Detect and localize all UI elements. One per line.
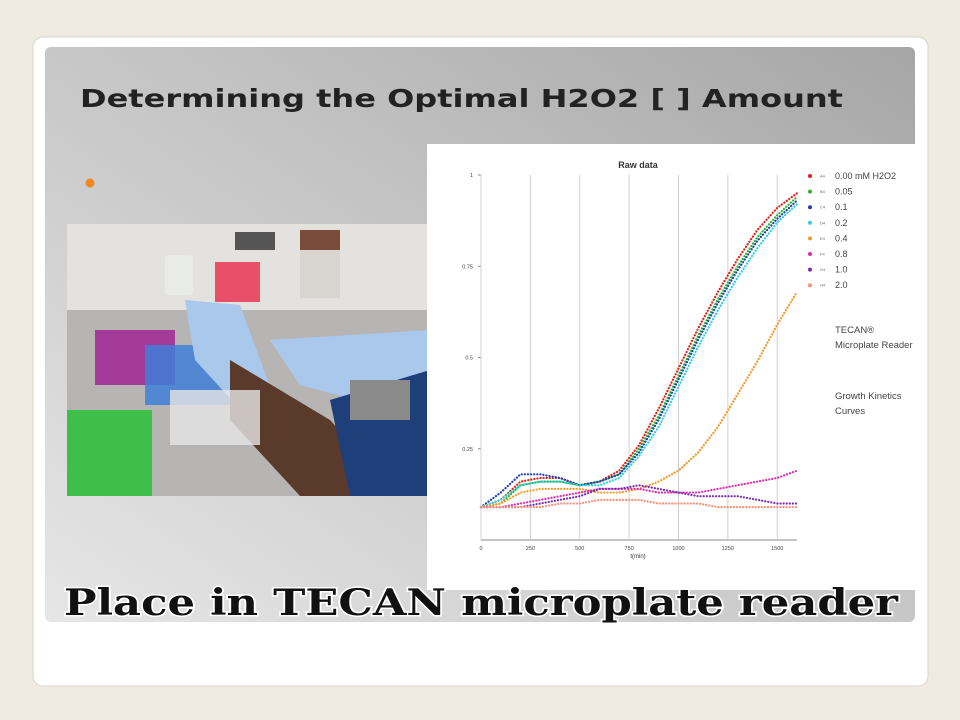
bullet (85, 178, 95, 188)
legend-label: 1.0 (835, 265, 848, 275)
legend-well: D4 (820, 220, 826, 225)
y-tick-label: 0.5 (465, 356, 473, 362)
legend-well: A4 (820, 174, 826, 179)
legend-label: 0.4 (835, 233, 848, 243)
series-line (479, 199, 799, 509)
legend-label: 0.8 (835, 249, 848, 259)
legend-label: 2.0 (835, 280, 848, 290)
lab-photo (67, 224, 430, 496)
chart-background (427, 144, 915, 590)
legend-well: F4 (820, 252, 825, 257)
x-axis-label: t(min) (630, 554, 645, 560)
x-tick-label: 1500 (771, 546, 783, 552)
legend-marker (808, 220, 812, 225)
legend-marker (808, 174, 812, 178)
y-tick-label: 0.25 (462, 447, 473, 453)
x-tick-label: 750 (625, 546, 634, 552)
series-line (479, 469, 799, 509)
series-line (479, 290, 799, 509)
chart-title: Raw data (618, 160, 659, 170)
legend-well: B4 (820, 189, 826, 194)
series-line (479, 203, 799, 509)
series-line (479, 484, 799, 509)
x-tick-label: 1250 (722, 546, 734, 552)
chart-note: Growth Kinetics Curves (835, 391, 902, 417)
legend-label: 0.1 (835, 202, 848, 212)
y-tick-label: 0.75 (462, 264, 473, 270)
legend-label: 0.2 (835, 218, 848, 228)
x-tick-label: 500 (575, 546, 584, 552)
slide-title: Determining the Optimal H2O2 [ ] Amount (80, 84, 843, 113)
x-tick-label: 1000 (672, 546, 684, 552)
legend-well: E4 (820, 236, 826, 241)
legend-marker (808, 252, 812, 256)
legend-label: 0.05 (835, 187, 853, 197)
legend-marker (808, 283, 812, 288)
legend-marker (808, 236, 812, 241)
x-tick-label: 0 (479, 546, 482, 552)
series-line (479, 195, 799, 509)
legend-marker (808, 267, 812, 272)
x-tick-label: 250 (526, 546, 535, 552)
series-line (479, 498, 799, 509)
legend-marker (808, 189, 812, 194)
legend-well: C4 (820, 205, 826, 210)
y-tick-label: 1 (470, 173, 473, 179)
caption: Place in TECAN microplate reader (64, 582, 899, 624)
series-line (479, 192, 799, 509)
legend-well: H4 (820, 283, 826, 288)
legend-well: G4 (820, 267, 826, 272)
chart-note: TECAN® Microplate Reader (835, 325, 913, 351)
legend-marker (808, 205, 812, 210)
legend-label: 0.00 mM H2O2 (835, 171, 896, 181)
